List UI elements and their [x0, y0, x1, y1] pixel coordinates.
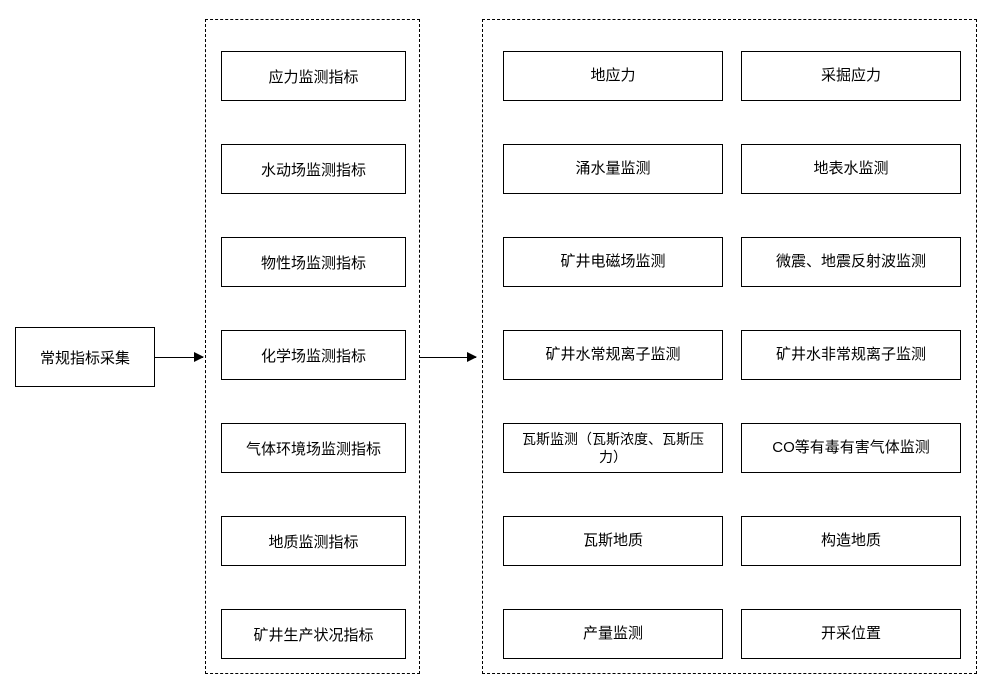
category-label: 水动场监测指标: [261, 159, 366, 180]
category-group: 应力监测指标水动场监测指标物性场监测指标化学场监测指标气体环境场监测指标地质监测…: [205, 19, 420, 674]
subitem-label: 微震、地震反射波监测: [776, 252, 926, 272]
subitem-label: CO等有毒有害气体监测: [772, 438, 930, 458]
subitem-node-right: CO等有毒有害气体监测: [741, 423, 961, 473]
category-node: 物性场监测指标: [221, 237, 406, 287]
subitem-node-right: 地表水监测: [741, 144, 961, 194]
subitem-label: 矿井电磁场监测: [560, 252, 665, 272]
subitem-label: 涌水量监测: [575, 159, 650, 179]
subitem-label: 开采位置: [821, 624, 881, 644]
subitem-node-right: 矿井水非常规离子监测: [741, 330, 961, 380]
subitem-node-left: 产量监测: [503, 609, 723, 659]
subitem-label: 采掘应力: [821, 66, 881, 86]
subitem-node-left: 地应力: [503, 51, 723, 101]
subitem-node-left: 瓦斯地质: [503, 516, 723, 566]
category-label: 物性场监测指标: [261, 252, 366, 273]
arrow-middle-to-right: [420, 357, 476, 358]
subitem-node-left: 矿井电磁场监测: [503, 237, 723, 287]
arrow-root-to-middle: [155, 357, 203, 358]
subitem-label: 矿井水非常规离子监测: [776, 345, 926, 365]
subitem-node-right: 开采位置: [741, 609, 961, 659]
subitem-node-left: 涌水量监测: [503, 144, 723, 194]
subitem-node-right: 采掘应力: [741, 51, 961, 101]
subitem-label: 产量监测: [583, 624, 643, 644]
root-label: 常规指标采集: [40, 347, 130, 368]
subitem-group: 地应力 采掘应力涌水量监测 地表水监测矿井电磁场监测 微震、地震反射波监测矿井水常规离…: [482, 19, 977, 674]
category-label: 矿井生产状况指标: [253, 624, 373, 645]
category-node: 水动场监测指标: [221, 144, 406, 194]
subitem-node-right: 微震、地震反射波监测: [741, 237, 961, 287]
category-label: 地质监测指标: [268, 531, 358, 552]
subitem-label: 地表水监测: [813, 159, 888, 179]
subitem-label: 地应力: [590, 66, 635, 86]
root-node: 常规指标采集: [15, 327, 155, 387]
subitem-label: 瓦斯地质: [583, 531, 643, 551]
subitem-label: 瓦斯监测（瓦斯浓度、瓦斯压力）: [512, 430, 714, 466]
category-label: 气体环境场监测指标: [246, 438, 381, 459]
category-label: 化学场监测指标: [261, 345, 366, 366]
category-label: 应力监测指标: [268, 66, 358, 87]
subitem-node-left: 矿井水常规离子监测: [503, 330, 723, 380]
subitem-node-right: 构造地质: [741, 516, 961, 566]
category-node: 地质监测指标: [221, 516, 406, 566]
category-node: 化学场监测指标: [221, 330, 406, 380]
category-node: 矿井生产状况指标: [221, 609, 406, 659]
flowchart-diagram: 常规指标采集 应力监测指标水动场监测指标物性场监测指标化学场监测指标气体环境场监…: [0, 0, 1000, 694]
subitem-label: 构造地质: [821, 531, 881, 551]
subitem-node-left: 瓦斯监测（瓦斯浓度、瓦斯压力）: [503, 423, 723, 473]
subitem-label: 矿井水常规离子监测: [545, 345, 680, 365]
category-node: 气体环境场监测指标: [221, 423, 406, 473]
category-node: 应力监测指标: [221, 51, 406, 101]
